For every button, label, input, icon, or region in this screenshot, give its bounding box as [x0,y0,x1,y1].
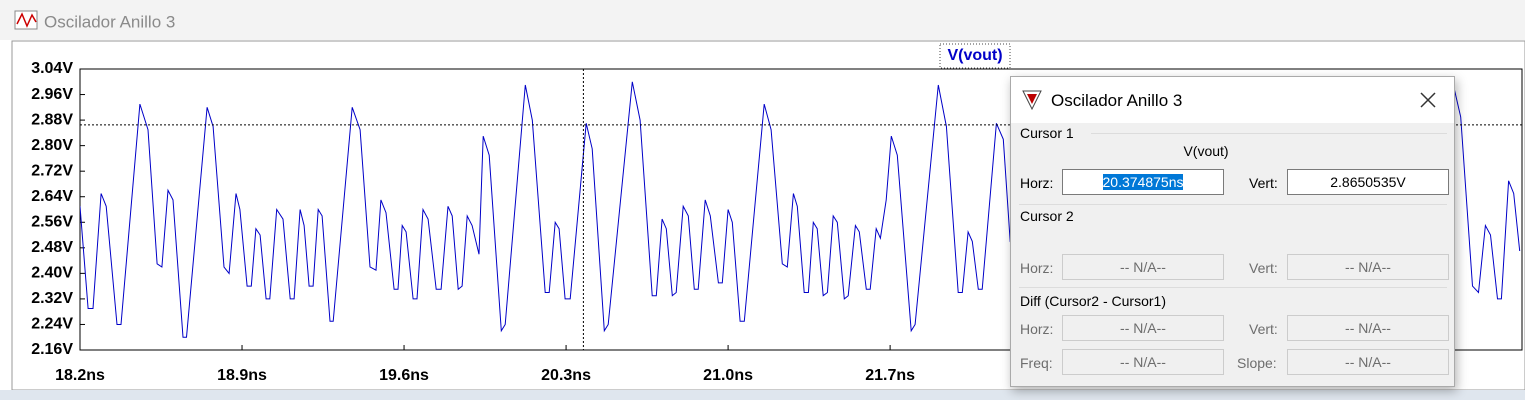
group-label: Cursor 2 [1020,208,1074,224]
y-tick-label: 2.40V [31,265,73,282]
field-label: Horz: [1020,260,1054,276]
vert-input: -- N/A-- [1287,254,1449,280]
selected-text: 20.374875ns [1102,174,1184,190]
y-tick-label: 3.04V [31,60,73,77]
separator [1019,287,1447,288]
y-tick-label: 2.32V [31,290,73,307]
horz-input[interactable]: 20.374875ns [1062,169,1224,195]
x-tick-label: 20.3ns [541,367,591,384]
legend-entry: V(vout) [947,47,1002,64]
app-icon [14,10,38,30]
y-tick-label: 2.88V [31,111,73,128]
x-tick-label: 18.2ns [55,367,105,384]
x-tick-label: 21.0ns [703,367,753,384]
field-label: Slope: [1237,355,1277,371]
waveform [80,81,1521,338]
y-tick-label: 2.16V [31,341,73,358]
separator [1019,204,1447,205]
x-tick-label: 18.9ns [217,367,267,384]
y-tick-label: 2.96V [31,86,73,103]
window-title: Oscilador Anillo 3 [44,12,175,31]
cursor-dialog: Oscilador Anillo 3 Cursor 1 V(vout) Horz… [1010,76,1455,387]
field-label: Freq: [1020,355,1053,371]
status-strip [0,390,1525,400]
close-button[interactable] [1420,92,1436,108]
x-tick-label: 19.6ns [379,367,429,384]
horz-input: -- N/A-- [1062,254,1224,280]
vert-input[interactable]: 2.8650535V [1287,169,1449,195]
y-tick-label: 2.56V [31,213,73,230]
dialog-title: Oscilador Anillo 3 [1051,91,1183,110]
group-label: Diff (Cursor2 - Cursor1) [1020,293,1166,309]
x-tick-label: 21.7ns [865,367,915,384]
dialog-title-bar: Oscilador Anillo 3 [1011,77,1454,123]
title-bar [0,0,1525,40]
slope-input: -- N/A-- [1287,349,1449,375]
dialog-icon [1022,90,1042,111]
group-label: Cursor 1 [1020,125,1074,141]
field-label: Horz: [1020,175,1054,191]
y-tick-label: 2.64V [31,188,73,205]
y-tick-label: 2.72V [31,162,73,179]
field-label: Vert: [1249,321,1278,337]
vert-input: -- N/A-- [1287,315,1449,341]
y-tick-label: 2.48V [31,239,73,256]
separator [1091,133,1447,134]
y-tick-label: 2.80V [31,137,73,154]
field-label: Vert: [1249,260,1278,276]
trace-name: V(vout) [1183,143,1229,159]
field-label: Horz: [1020,321,1054,337]
y-tick-label: 2.24V [31,316,73,333]
field-label: Vert: [1249,175,1278,191]
horz-input: -- N/A-- [1062,315,1224,341]
freq-input: -- N/A-- [1062,349,1224,375]
legend-box [939,43,1011,69]
